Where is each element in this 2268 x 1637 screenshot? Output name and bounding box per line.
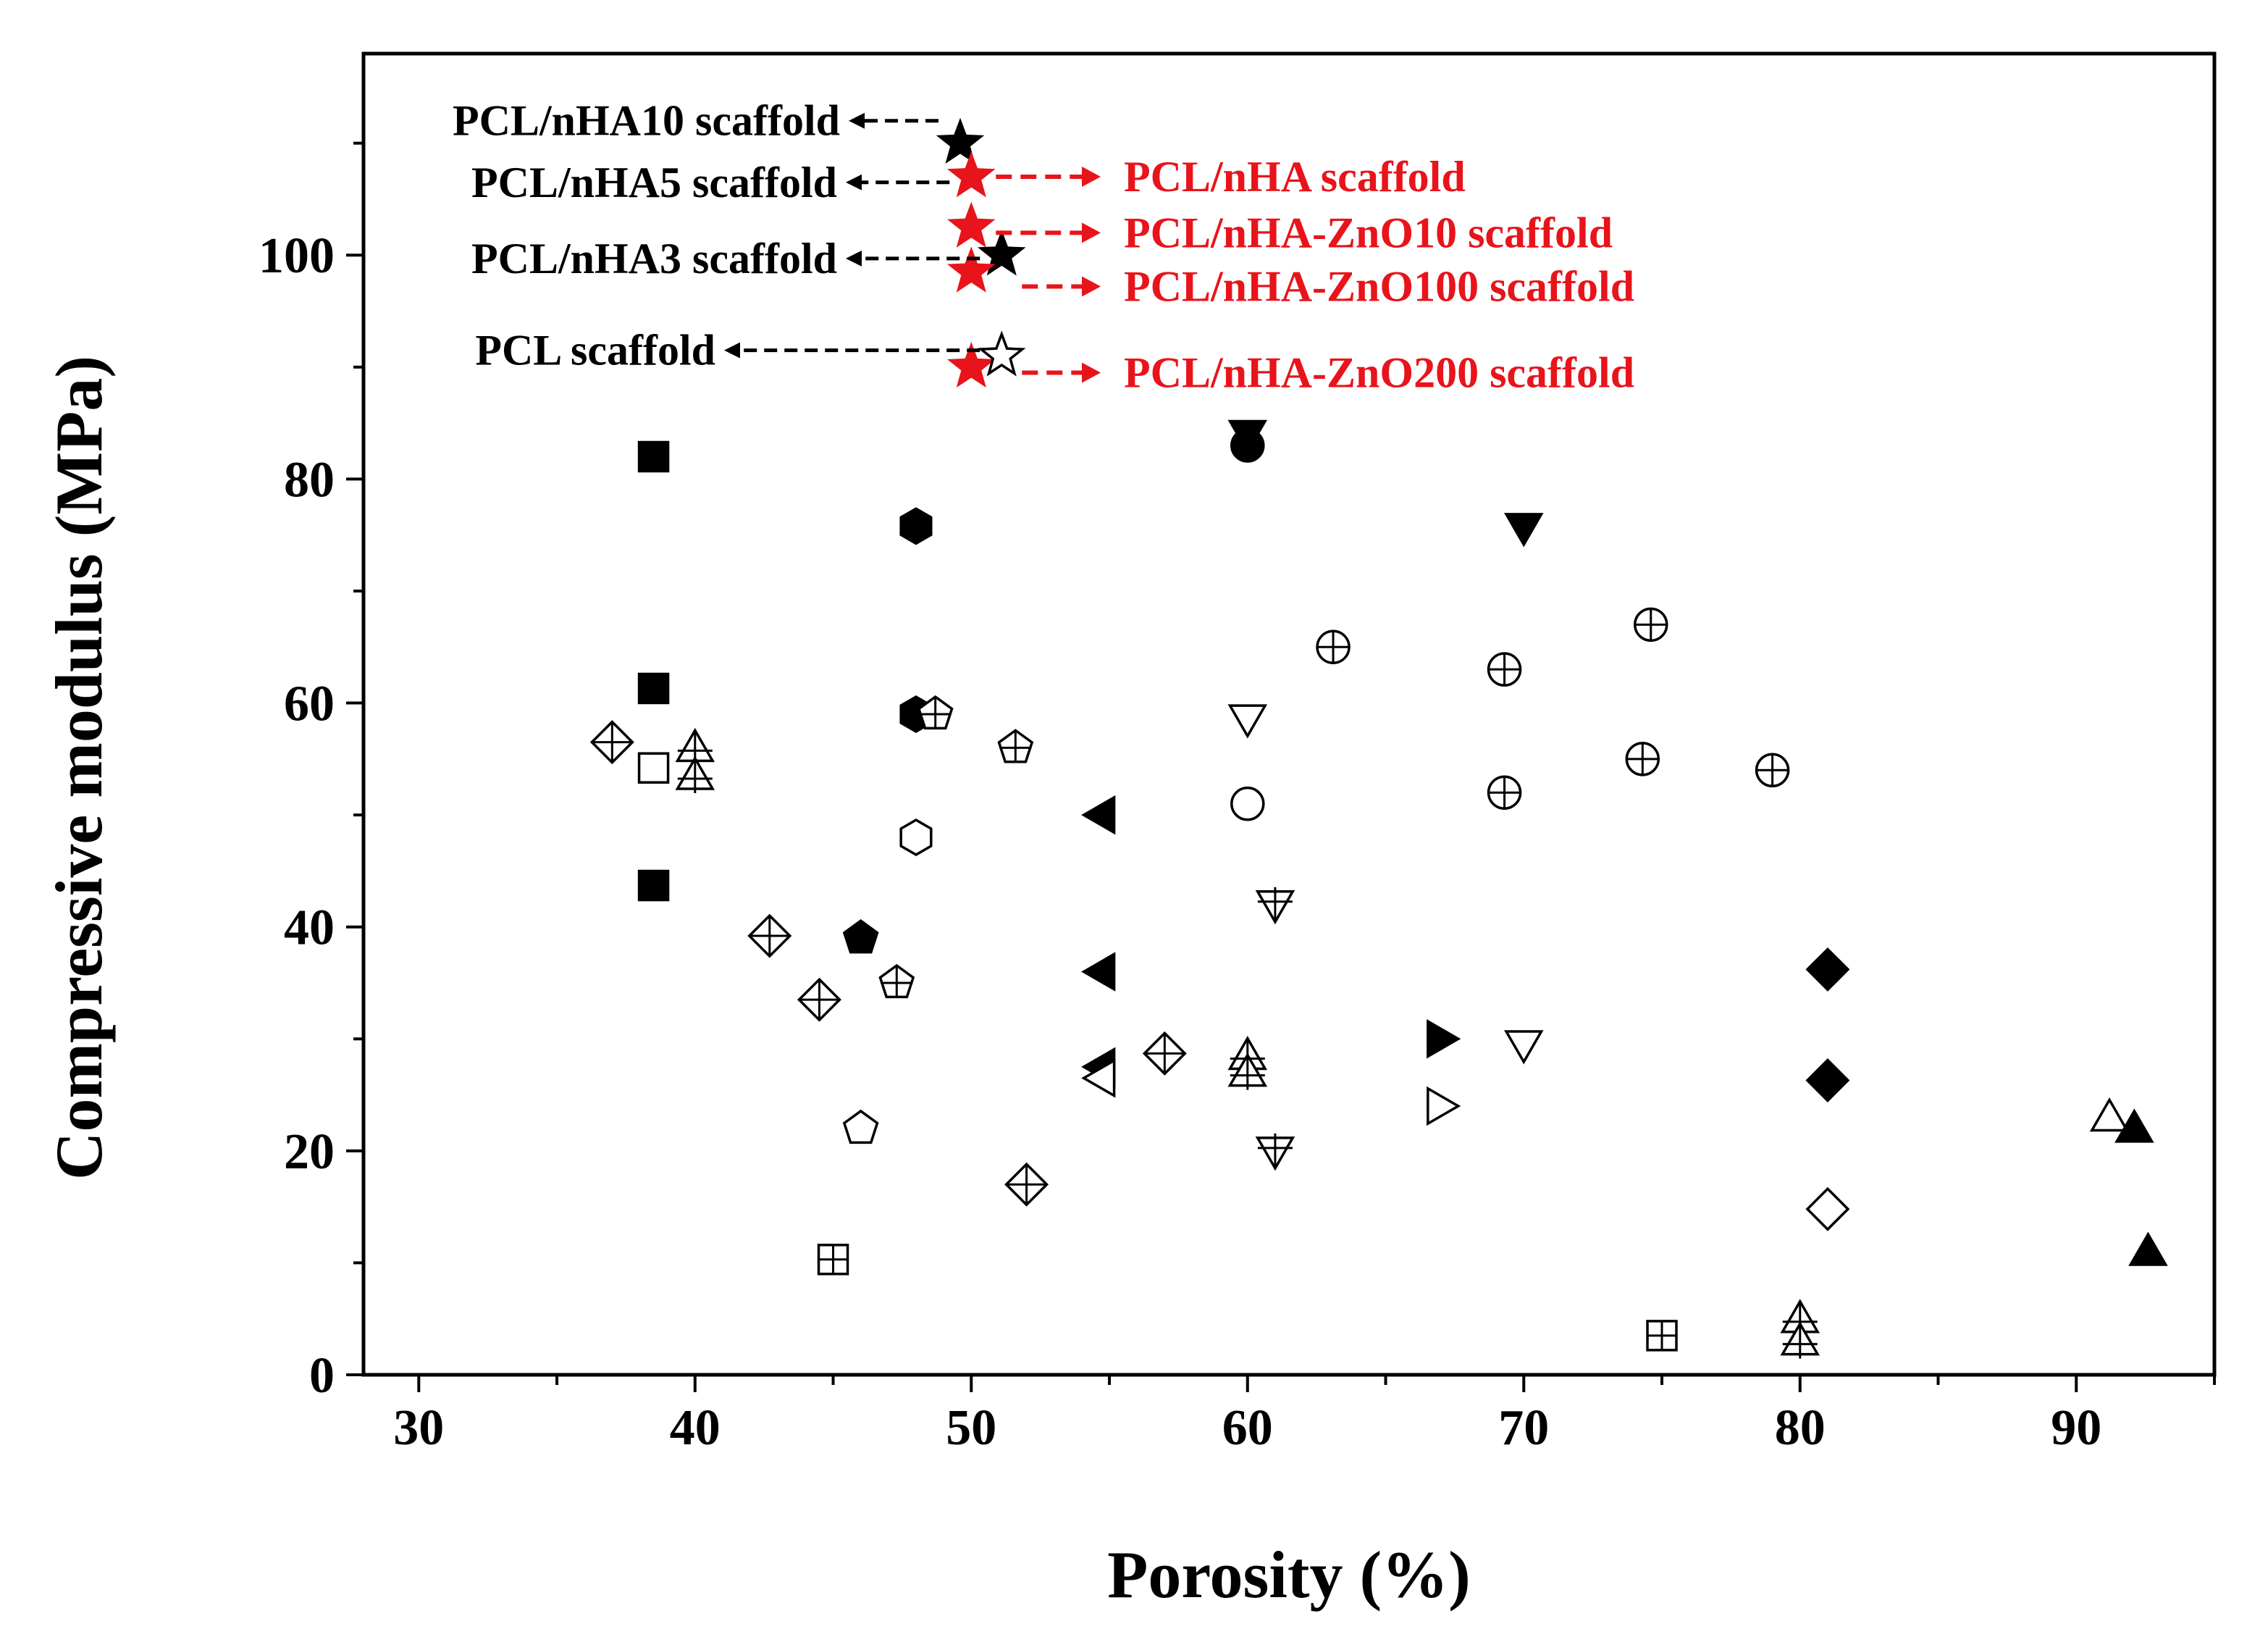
data-point-circle-plus <box>1316 629 1351 665</box>
plot-frame <box>361 51 2217 1377</box>
y-tick-label: 20 <box>284 1124 335 1180</box>
data-point-diamond-cross <box>589 720 634 765</box>
data-point-circle-plus <box>1625 742 1660 776</box>
data-point-pentagon-cross <box>917 695 954 730</box>
data-point-pentagon-cross <box>878 963 915 999</box>
data-point-filled-pentagon <box>842 918 879 954</box>
data-point-open-triangle-down <box>1227 704 1268 739</box>
annotation: PCL scaffold <box>475 327 980 374</box>
data-point-open-hexagon <box>899 818 933 857</box>
data-point-filled-triangle-down <box>1503 513 1544 548</box>
data-point-diamond-cross <box>797 977 841 1022</box>
annotation: PCL/nHA-ZnO200 scaffold <box>1022 349 1634 397</box>
annotation-label: PCL/nHA-ZnO10 scaffold <box>1124 209 1613 256</box>
x-tick-label: 50 <box>946 1400 996 1456</box>
data-point-filled-triangle-up <box>2114 1108 2154 1143</box>
data-point-red-star <box>946 246 996 293</box>
x-tick-label: 80 <box>1775 1400 1826 1456</box>
annotation: PCL/nHA5 scaffold <box>471 159 950 206</box>
annotation-arrowhead <box>846 174 862 191</box>
data-point-open-star <box>977 330 1026 377</box>
annotation: PCL/nHA10 scaffold <box>453 97 939 145</box>
annotation-label: PCL/nHA-ZnO100 scaffold <box>1124 263 1634 311</box>
data-point-black-star <box>936 117 985 164</box>
data-point-filled-triangle-left <box>1081 952 1116 992</box>
data-point-filled-circle <box>1230 428 1265 463</box>
y-tick-label: 80 <box>284 452 335 508</box>
annotation-arrowhead <box>1082 222 1101 243</box>
data-point-open-circle <box>1230 786 1265 821</box>
annotation-label: PCL/nHA5 scaffold <box>471 159 837 206</box>
data-point-filled-diamond <box>1805 947 1850 992</box>
data-point-triangle-down-cross <box>1255 1133 1295 1171</box>
annotation-arrowhead <box>1082 276 1101 297</box>
data-point-open-pentagon <box>842 1109 879 1144</box>
data-point-triangle-up-cross <box>1780 1321 1820 1359</box>
data-point-filled-square <box>637 869 670 902</box>
data-point-open-triangle-up <box>2089 1097 2130 1132</box>
axis-ticks <box>346 141 2216 1392</box>
annotation-label: PCL/nHA3 scaffold <box>471 235 837 282</box>
data-point-diamond-cross <box>1142 1031 1187 1076</box>
annotation-label: PCL scaffold <box>475 327 715 374</box>
annotation-arrowhead <box>1082 167 1101 188</box>
annotations: PCL/nHA10 scaffold PCL/nHA5 scaffold PCL/n… <box>453 97 1634 397</box>
data-point-circle-plus <box>1487 775 1522 810</box>
data-point-triangle-down-cross <box>1255 887 1295 925</box>
annotation: PCL/nHA scaffold <box>996 153 1466 201</box>
data-point-open-diamond <box>1805 1186 1850 1231</box>
data-point-open-square <box>637 752 670 784</box>
x-tick-label: 30 <box>393 1400 444 1456</box>
x-axis-title: Porosity (%) <box>1107 1538 1471 1612</box>
annotation-label: PCL/nHA-ZnO200 scaffold <box>1124 349 1634 397</box>
y-axis-title: Compressive modulus (MPa) <box>42 356 116 1180</box>
y-tick-label: 0 <box>309 1348 335 1404</box>
annotation-arrowhead <box>846 250 862 267</box>
annotation-arrowhead <box>1082 362 1101 383</box>
data-point-triangle-up-cross <box>675 755 715 794</box>
data-point-open-triangle-right <box>1427 1086 1461 1126</box>
annotation-label: PCL/nHA10 scaffold <box>453 97 840 145</box>
y-tick-label: 40 <box>284 900 335 956</box>
data-point-filled-diamond <box>1805 1058 1850 1102</box>
data-point-pentagon-cross <box>997 729 1034 763</box>
data-point-triangle-up-cross <box>1227 1052 1268 1090</box>
annotation-arrowhead <box>849 112 865 129</box>
data-point-open-triangle-down <box>1503 1030 1544 1065</box>
data-point-circle-plus <box>1634 607 1668 642</box>
y-tick-label: 100 <box>259 228 335 284</box>
data-point-red-star <box>946 201 996 248</box>
data-point-filled-triangle-left <box>1081 795 1116 835</box>
annotation: PCL/nHA-ZnO100 scaffold <box>1022 263 1634 311</box>
data-point-filled-square <box>637 440 670 473</box>
data-point-diamond-cross <box>747 913 792 958</box>
data-point-filled-triangle-up <box>2128 1231 2168 1266</box>
data-point-filled-hexagon <box>899 507 933 545</box>
y-tick-label: 60 <box>284 677 335 732</box>
data-point-diamond-cross <box>1004 1162 1049 1207</box>
data-point-circle-plus <box>1755 753 1790 788</box>
data-point-red-star <box>946 151 996 198</box>
data-point-square-plus <box>1646 1320 1678 1352</box>
data-point-black-star <box>977 230 1026 276</box>
data-point-filled-square <box>637 672 670 705</box>
data-point-red-star <box>946 341 996 388</box>
data-point-circle-plus <box>1487 652 1522 687</box>
annotation-arrowhead <box>724 342 740 359</box>
x-tick-label: 70 <box>1498 1400 1549 1456</box>
x-tick-label: 90 <box>2051 1400 2101 1456</box>
data-points <box>589 117 2168 1359</box>
data-point-square-plus <box>817 1244 849 1276</box>
annotation: PCL/nHA-ZnO10 scaffold <box>996 209 1613 256</box>
x-tick-label: 40 <box>670 1400 721 1456</box>
x-tick-label: 60 <box>1222 1400 1273 1456</box>
data-point-open-triangle-left <box>1081 1058 1116 1098</box>
annotation: PCL/nHA3 scaffold <box>471 235 980 282</box>
annotation-label: PCL/nHA scaffold <box>1124 153 1466 201</box>
data-point-filled-triangle-right <box>1427 1018 1461 1059</box>
axis-tick-labels: 30 40 50 60 70 80 90 0 20 40 60 80 100 <box>259 228 2101 1456</box>
